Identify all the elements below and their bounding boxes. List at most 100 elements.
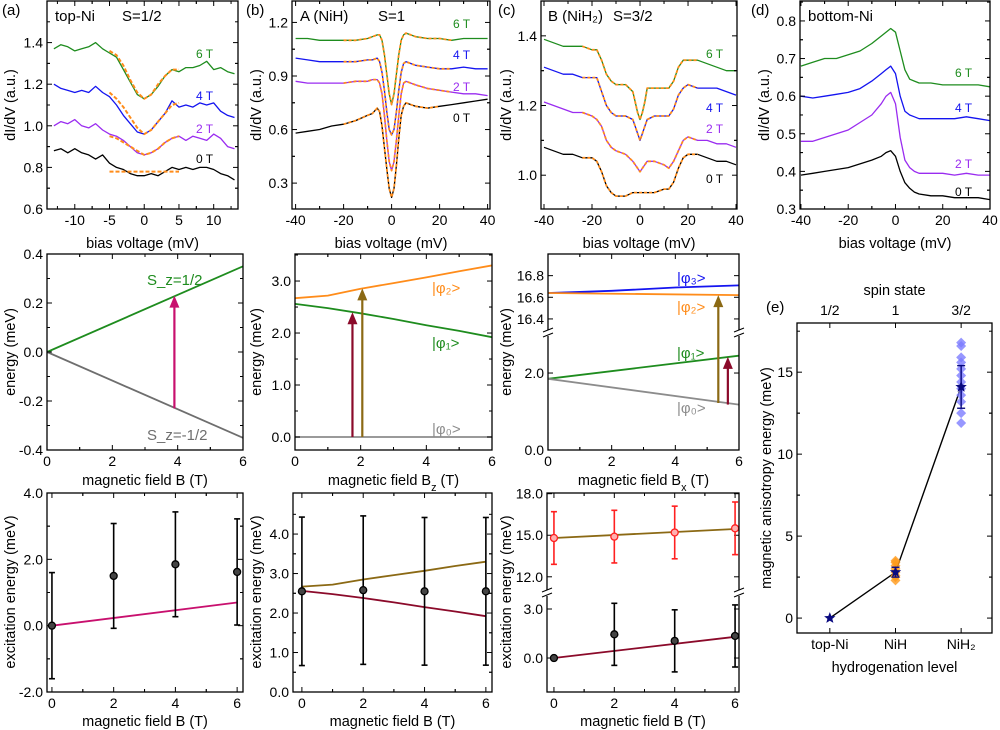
y-tick-label: 0.0: [24, 344, 44, 360]
y-tick-label: 3.0: [524, 601, 544, 617]
x-tick-label: 0: [636, 212, 644, 228]
scatter-diamond: [956, 337, 967, 348]
axis-break-mark: [542, 332, 554, 338]
axes-frame: [291, 0, 491, 210]
data-point: [610, 630, 619, 639]
x-axis-label: magnetic field Bx (T): [578, 473, 709, 494]
data-point: [549, 533, 559, 543]
y-tick-label: 10: [777, 446, 793, 462]
x-tick-label: 0: [140, 212, 148, 228]
y-tick-label: 0.9: [269, 68, 289, 84]
x-tick-label: -20: [333, 212, 353, 228]
plot-area: [301, 560, 487, 618]
data-point: [297, 587, 307, 596]
y-tick-label: 0.4: [777, 163, 797, 179]
axis-break-mark: [733, 587, 745, 593]
panel-10: 0 2 4 6 0.0 3.0 12.0 15.0 18.0 magnetic field B (…: [499, 486, 745, 730]
axis-ticks: [547, 254, 740, 451]
series-label: 6 T: [196, 47, 214, 61]
series-label: 6 T: [706, 47, 724, 61]
x-tick-label: 6: [731, 695, 739, 711]
y-tick-label: 0.3: [777, 201, 797, 217]
axes-frame: [547, 253, 740, 451]
y-tick-label: 0.0: [24, 618, 44, 634]
panel-4: 0 2 4 6 -0.4 -0.2 0.0 0.2 0.4 S_z=1/2 S_z=-1/2magn…: [3, 246, 247, 489]
series-label: |φ₀>: [432, 421, 461, 438]
axis-break-mark: [541, 587, 553, 593]
series-line: [51, 601, 238, 627]
x-tick-label: 6: [482, 695, 490, 711]
plot-area: [553, 528, 736, 659]
y-axis-label: excitation energy (meV): [3, 515, 19, 668]
x-axis-label: bias voltage (mV): [839, 236, 952, 252]
panel-2: -40 -20 0 20 40 1.0 1.2 1.4 0 T 2 T 4 T 6 T bias vol…: [498, 0, 744, 252]
series-label: 6 T: [955, 66, 973, 80]
y-tick-label: 4.0: [24, 485, 44, 501]
plot-area: [548, 284, 739, 406]
top-x-tick-label: 1/2: [820, 302, 840, 318]
panel-1: -40 -20 0 20 40 0.3 0.6 0.9 1.2 0 T 2 T 4 T 6 T bias …: [246, 0, 496, 252]
x-tick-label: 0: [388, 212, 396, 228]
axis-break-mark: [541, 592, 553, 598]
series-line: [800, 91, 990, 176]
x-tick-label: 6: [239, 453, 247, 469]
panel-6: 0 2 4 6 0.0 2.0 16.4 16.6 16.8 |φ₃> |φ₂> |φ₁> |φ₀> ma…: [499, 253, 745, 494]
x-tick-label: 6: [233, 695, 241, 711]
y-tick-label: 5: [785, 528, 793, 544]
axis-break-gap: [543, 330, 553, 336]
data-point: [109, 571, 118, 581]
x-tick-label: -20: [582, 212, 602, 228]
axis-break-mark: [542, 327, 554, 333]
fit-line: [343, 101, 440, 199]
panel-title: top-Ni: [55, 8, 95, 25]
y-tick-label: 18.0: [516, 486, 543, 502]
y-axis-label: dI/dV (a.u.): [499, 69, 515, 141]
scatter-diamond: [956, 408, 967, 419]
axes-frame: [46, 253, 244, 451]
x-tick-label: 5: [175, 212, 183, 228]
panel-5: 0 2 4 6 0.0 1.0 2.0 3.0 |φ₂> |φ₁> |φ₀> magnetic fie…: [249, 253, 496, 494]
series-label: 0 T: [453, 111, 471, 125]
series-line: [301, 590, 487, 618]
series-line: [800, 150, 990, 201]
y-tick-label: -0.4: [19, 442, 43, 458]
y-tick-label: 0.5: [777, 126, 797, 142]
x-tick-label: -40: [285, 212, 305, 228]
panel-letter: (b): [246, 2, 264, 19]
y-tick-label: 1.0: [272, 377, 292, 393]
y-tick-label: 0.0: [272, 429, 292, 445]
fit-line: [343, 32, 452, 106]
y-tick-label: 0.6: [24, 201, 44, 217]
x-tick-label: 4: [671, 453, 679, 469]
top-x-axis-label: spin state: [863, 283, 925, 299]
x-tick-label: 2: [108, 453, 116, 469]
axis-break-mark: [733, 332, 745, 338]
fit-line: [109, 135, 180, 156]
arrow-head: [347, 312, 358, 325]
x-tick-label: NiH₂: [947, 636, 976, 652]
x-tick-label: 20: [680, 212, 696, 228]
panel-8: 0 2 4 6 -2.0 0.0 2.0 4.0 magnetic field B (T) exc…: [3, 485, 244, 730]
x-tick-label: -10: [65, 212, 85, 228]
x-tick-label: 2: [608, 453, 616, 469]
fit-line: [343, 78, 452, 172]
panel-9: 0 2 4 6 0.0 1.0 2.0 3.0 4.0 magnetic field B (T) e…: [249, 492, 493, 730]
y-axis-label: energy (meV): [249, 308, 265, 396]
y-tick-label: 3.0: [272, 273, 292, 289]
series-label: 2 T: [706, 122, 724, 136]
panel-letter: (a): [2, 2, 20, 19]
series-line: [800, 65, 990, 122]
x-axis-label: magnetic field B (T): [580, 714, 706, 730]
fit-line: [582, 153, 698, 197]
y-tick-label: 1.2: [518, 98, 538, 114]
y-tick-label: 0.0: [525, 442, 545, 458]
data-point: [610, 532, 619, 541]
y-axis-label: dI/dV (a.u.): [3, 69, 19, 141]
arrow-head: [357, 288, 368, 301]
series-label: 6 T: [453, 17, 471, 31]
x-tick-label: -40: [534, 212, 554, 228]
x-tick-label: 20: [935, 212, 951, 228]
series-label: 2 T: [453, 80, 471, 94]
data-point: [420, 587, 429, 596]
